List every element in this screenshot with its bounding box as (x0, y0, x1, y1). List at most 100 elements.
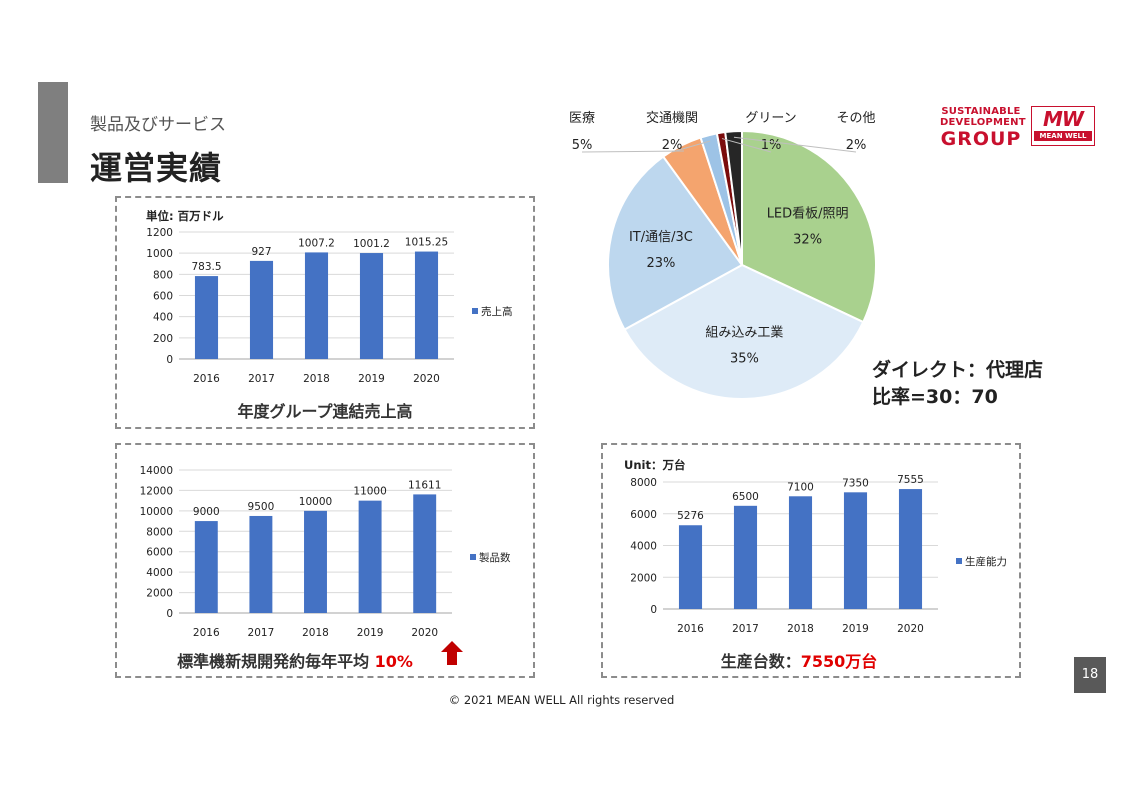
pie-slice-value: 23% (646, 256, 675, 271)
bar (414, 251, 439, 359)
x-tick-label: 2016 (677, 623, 704, 635)
production-chart-panel: Unit：万台 0 2000 4000 6000 8000 5276 2016 6500 201… (601, 443, 1021, 678)
pie-leader-line (721, 138, 772, 153)
sdg-logo-line2: DEVELOPMENT (940, 117, 1026, 128)
pie-slice-label: IT/通信/3C (629, 230, 693, 245)
pie-slice-value: 5% (572, 138, 593, 153)
page-subtitle: 製品及びサービス (90, 115, 226, 135)
bar (304, 510, 327, 613)
bar (678, 525, 703, 609)
bar (194, 276, 219, 359)
y-tick-label: 6000 (630, 509, 657, 521)
x-tick-label: 2019 (842, 623, 869, 635)
pie-slice-label: LED看板/照明 (767, 205, 849, 221)
pie-slice (724, 129, 743, 266)
bar (194, 521, 218, 613)
production-caption-text: 生産台数： (720, 652, 801, 671)
y-tick-label: 4000 (630, 541, 657, 553)
legend-label: 生産能力 (965, 555, 1007, 568)
x-tick-label: 2018 (302, 627, 329, 639)
pie-leader-line (733, 136, 857, 153)
x-tick-label: 2016 (193, 627, 220, 639)
x-tick-label: 2016 (193, 373, 220, 385)
bar (249, 515, 273, 613)
x-tick-label: 2020 (413, 373, 440, 385)
bar-data-label: 1001.2 (353, 238, 390, 250)
pie-slice (741, 129, 877, 324)
pie-slice (623, 263, 865, 400)
bar-data-label: 9500 (248, 501, 275, 513)
sdg-logo-line1: SUSTAINABLE (941, 106, 1021, 117)
pie-slice-label: 交通機関 (646, 110, 698, 126)
y-tick-label: 2000 (630, 572, 657, 584)
x-tick-label: 2018 (303, 373, 330, 385)
bar-data-label: 10000 (299, 496, 332, 508)
production-chart-caption: 生産台数：7550万台 (579, 648, 1019, 672)
production-bar-chart: 0 2000 4000 6000 8000 5276 2016 6500 2017 7100 201… (630, 474, 1007, 635)
x-tick-label: 2019 (357, 627, 384, 639)
bar (733, 505, 758, 609)
bar (249, 260, 274, 359)
y-tick-label: 600 (153, 291, 173, 303)
pie-leader-line (581, 150, 684, 153)
x-tick-label: 2017 (248, 373, 275, 385)
y-tick-label: 6000 (146, 547, 173, 559)
x-tick-label: 2017 (732, 623, 759, 635)
sdg-logo: SUSTAINABLE DEVELOPMENT GROUP (940, 106, 1026, 150)
bar (413, 494, 437, 613)
products-caption-highlight: 10% (374, 652, 413, 671)
bar (359, 253, 384, 359)
pie-slice-label: その他 (836, 111, 875, 126)
copyright-footer: © 2021 MEAN WELL All rights reserved (448, 693, 675, 707)
production-unit-label: Unit：万台 (624, 458, 686, 472)
y-tick-label: 400 (153, 312, 173, 324)
sales-bar-chart: 0 200 400 600 800 1000 1200 783.5 2016 927 2017 100… (146, 227, 513, 385)
pie-slice-value: 1% (761, 138, 782, 153)
x-tick-label: 2020 (411, 627, 438, 639)
title-accent-bar (38, 82, 68, 183)
legend-label: 製品数 (479, 551, 511, 564)
x-tick-label: 2019 (358, 373, 385, 385)
sales-channel-ratio: ダイレクト：代理店 比率=30：70 (872, 357, 1043, 411)
legend-label: 売上高 (481, 305, 513, 318)
x-tick-label: 2020 (897, 623, 924, 635)
bar-data-label: 783.5 (191, 261, 221, 273)
x-tick-label: 2017 (248, 627, 275, 639)
pie-slice-value: 35% (730, 352, 759, 367)
bar-data-label: 7100 (787, 481, 814, 493)
y-tick-label: 200 (153, 333, 173, 345)
bar (304, 252, 329, 359)
bar (788, 496, 813, 609)
y-tick-label: 800 (153, 269, 173, 281)
bar-data-label: 11611 (408, 479, 441, 491)
y-tick-label: 12000 (140, 485, 173, 497)
sales-chart-caption: 年度グループ連結売上高 (237, 402, 413, 421)
y-tick-label: 1200 (146, 227, 173, 239)
y-tick-label: 8000 (630, 477, 657, 489)
pie-leader-line (671, 140, 711, 153)
mean-well-logo-mark: MW (1043, 107, 1084, 131)
production-caption-highlight: 7550万台 (800, 652, 878, 671)
y-tick-label: 10000 (140, 506, 173, 518)
legend-swatch (470, 554, 476, 560)
bar-data-label: 1007.2 (298, 237, 335, 249)
bar-data-label: 7350 (842, 477, 869, 489)
bar-data-label: 1015.25 (405, 237, 448, 249)
pie-slice-value: 2% (846, 138, 867, 153)
sales-unit-label: 単位: 百万ドル (146, 209, 224, 223)
sales-chart-panel: 単位: 百万ドル 0 200 400 600 800 1000 1200 783.5 2016 9… (115, 196, 535, 429)
products-caption-text: 標準機新規開発約毎年平均 (177, 652, 375, 671)
x-tick-label: 2018 (787, 623, 814, 635)
legend-swatch (956, 558, 962, 564)
mean-well-logo-text: MEAN WELL (1034, 131, 1092, 141)
pie-slice-label: グリーン (745, 111, 796, 126)
products-bar-chart: 0 2000 4000 6000 8000 10000 12000 14000 9000 2016… (140, 465, 511, 639)
pie-slice-value: 32% (793, 232, 822, 247)
y-tick-label: 0 (650, 604, 657, 616)
page-title: 運営実績 (90, 149, 223, 187)
y-tick-label: 14000 (140, 465, 173, 477)
pie-slice-label: 組み込み工業 (705, 325, 783, 341)
ratio-line1: ダイレクト：代理店 (872, 359, 1044, 381)
bar-data-label: 6500 (732, 491, 759, 503)
y-tick-label: 4000 (146, 567, 173, 579)
